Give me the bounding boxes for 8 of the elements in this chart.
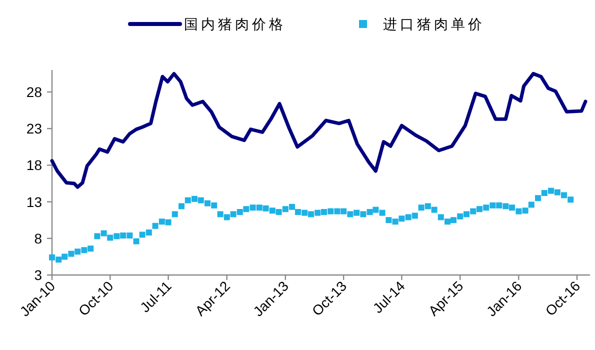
y-tick-label: 23 (26, 120, 42, 137)
y-tick-label: 13 (26, 194, 42, 210)
legend-label: 国内猪肉价格 (184, 17, 286, 33)
y-tick-label: 8 (34, 230, 42, 246)
y-tick-label: 28 (26, 84, 42, 100)
y-tick-label: 18 (26, 157, 42, 174)
y-tick-label: 3 (34, 267, 42, 283)
legend-label: 进口猪肉单价 (383, 17, 485, 33)
